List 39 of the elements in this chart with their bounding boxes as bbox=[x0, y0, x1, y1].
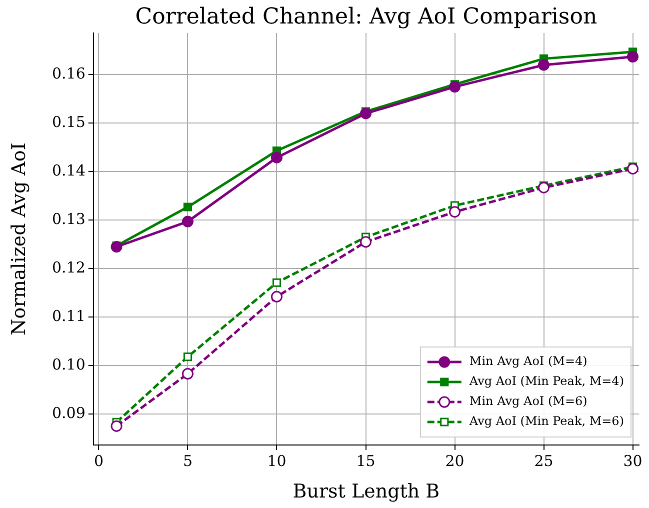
y-tick-label: 0.09 bbox=[52, 404, 86, 422]
point bbox=[627, 162, 639, 174]
point bbox=[183, 352, 192, 362]
y-tick-label: 0.10 bbox=[52, 355, 86, 374]
y-tick-label: 0.16 bbox=[52, 64, 86, 83]
point bbox=[183, 202, 192, 212]
y-tick-label: 0.11 bbox=[52, 306, 86, 325]
y-tick-label: 0.15 bbox=[52, 113, 86, 132]
y-tick-label: 0.12 bbox=[52, 258, 86, 276]
point bbox=[271, 152, 282, 164]
x-tick-label: 20 bbox=[445, 452, 464, 470]
legend-label: Avg AoI (Min Peak, M=6) bbox=[468, 414, 624, 428]
point bbox=[110, 241, 122, 253]
point bbox=[538, 59, 550, 71]
legend-label: Min Avg AoI (M=6) bbox=[469, 394, 588, 408]
point bbox=[449, 206, 461, 218]
point bbox=[538, 182, 550, 194]
point bbox=[182, 216, 194, 228]
legend-label: Avg AoI (Min Peak, M=4) bbox=[468, 374, 624, 388]
point bbox=[110, 420, 122, 432]
y-tick-label: 0.13 bbox=[52, 210, 86, 228]
point bbox=[360, 108, 372, 120]
x-tick-label: 10 bbox=[267, 452, 286, 470]
x-tick-label: 25 bbox=[534, 452, 554, 470]
point bbox=[271, 290, 282, 302]
y-tick-label: 0.14 bbox=[52, 162, 86, 180]
x-tick-label: 5 bbox=[182, 452, 193, 470]
point bbox=[627, 51, 639, 62]
point bbox=[182, 368, 194, 380]
point bbox=[272, 278, 282, 287]
chart-title: Correlated Channel: Avg AoI Comparison bbox=[135, 4, 598, 30]
x-tick-label: 15 bbox=[356, 452, 376, 470]
point bbox=[449, 81, 461, 93]
x-tick-label: 30 bbox=[623, 452, 642, 470]
x-tick-label: 0 bbox=[94, 452, 104, 470]
y-axis-title: Normalized Avg AoI bbox=[8, 142, 30, 336]
x-axis-title: Burst Length B bbox=[292, 480, 440, 502]
point bbox=[360, 236, 372, 248]
legend-label: Min Avg AoI (M=4) bbox=[469, 354, 588, 368]
